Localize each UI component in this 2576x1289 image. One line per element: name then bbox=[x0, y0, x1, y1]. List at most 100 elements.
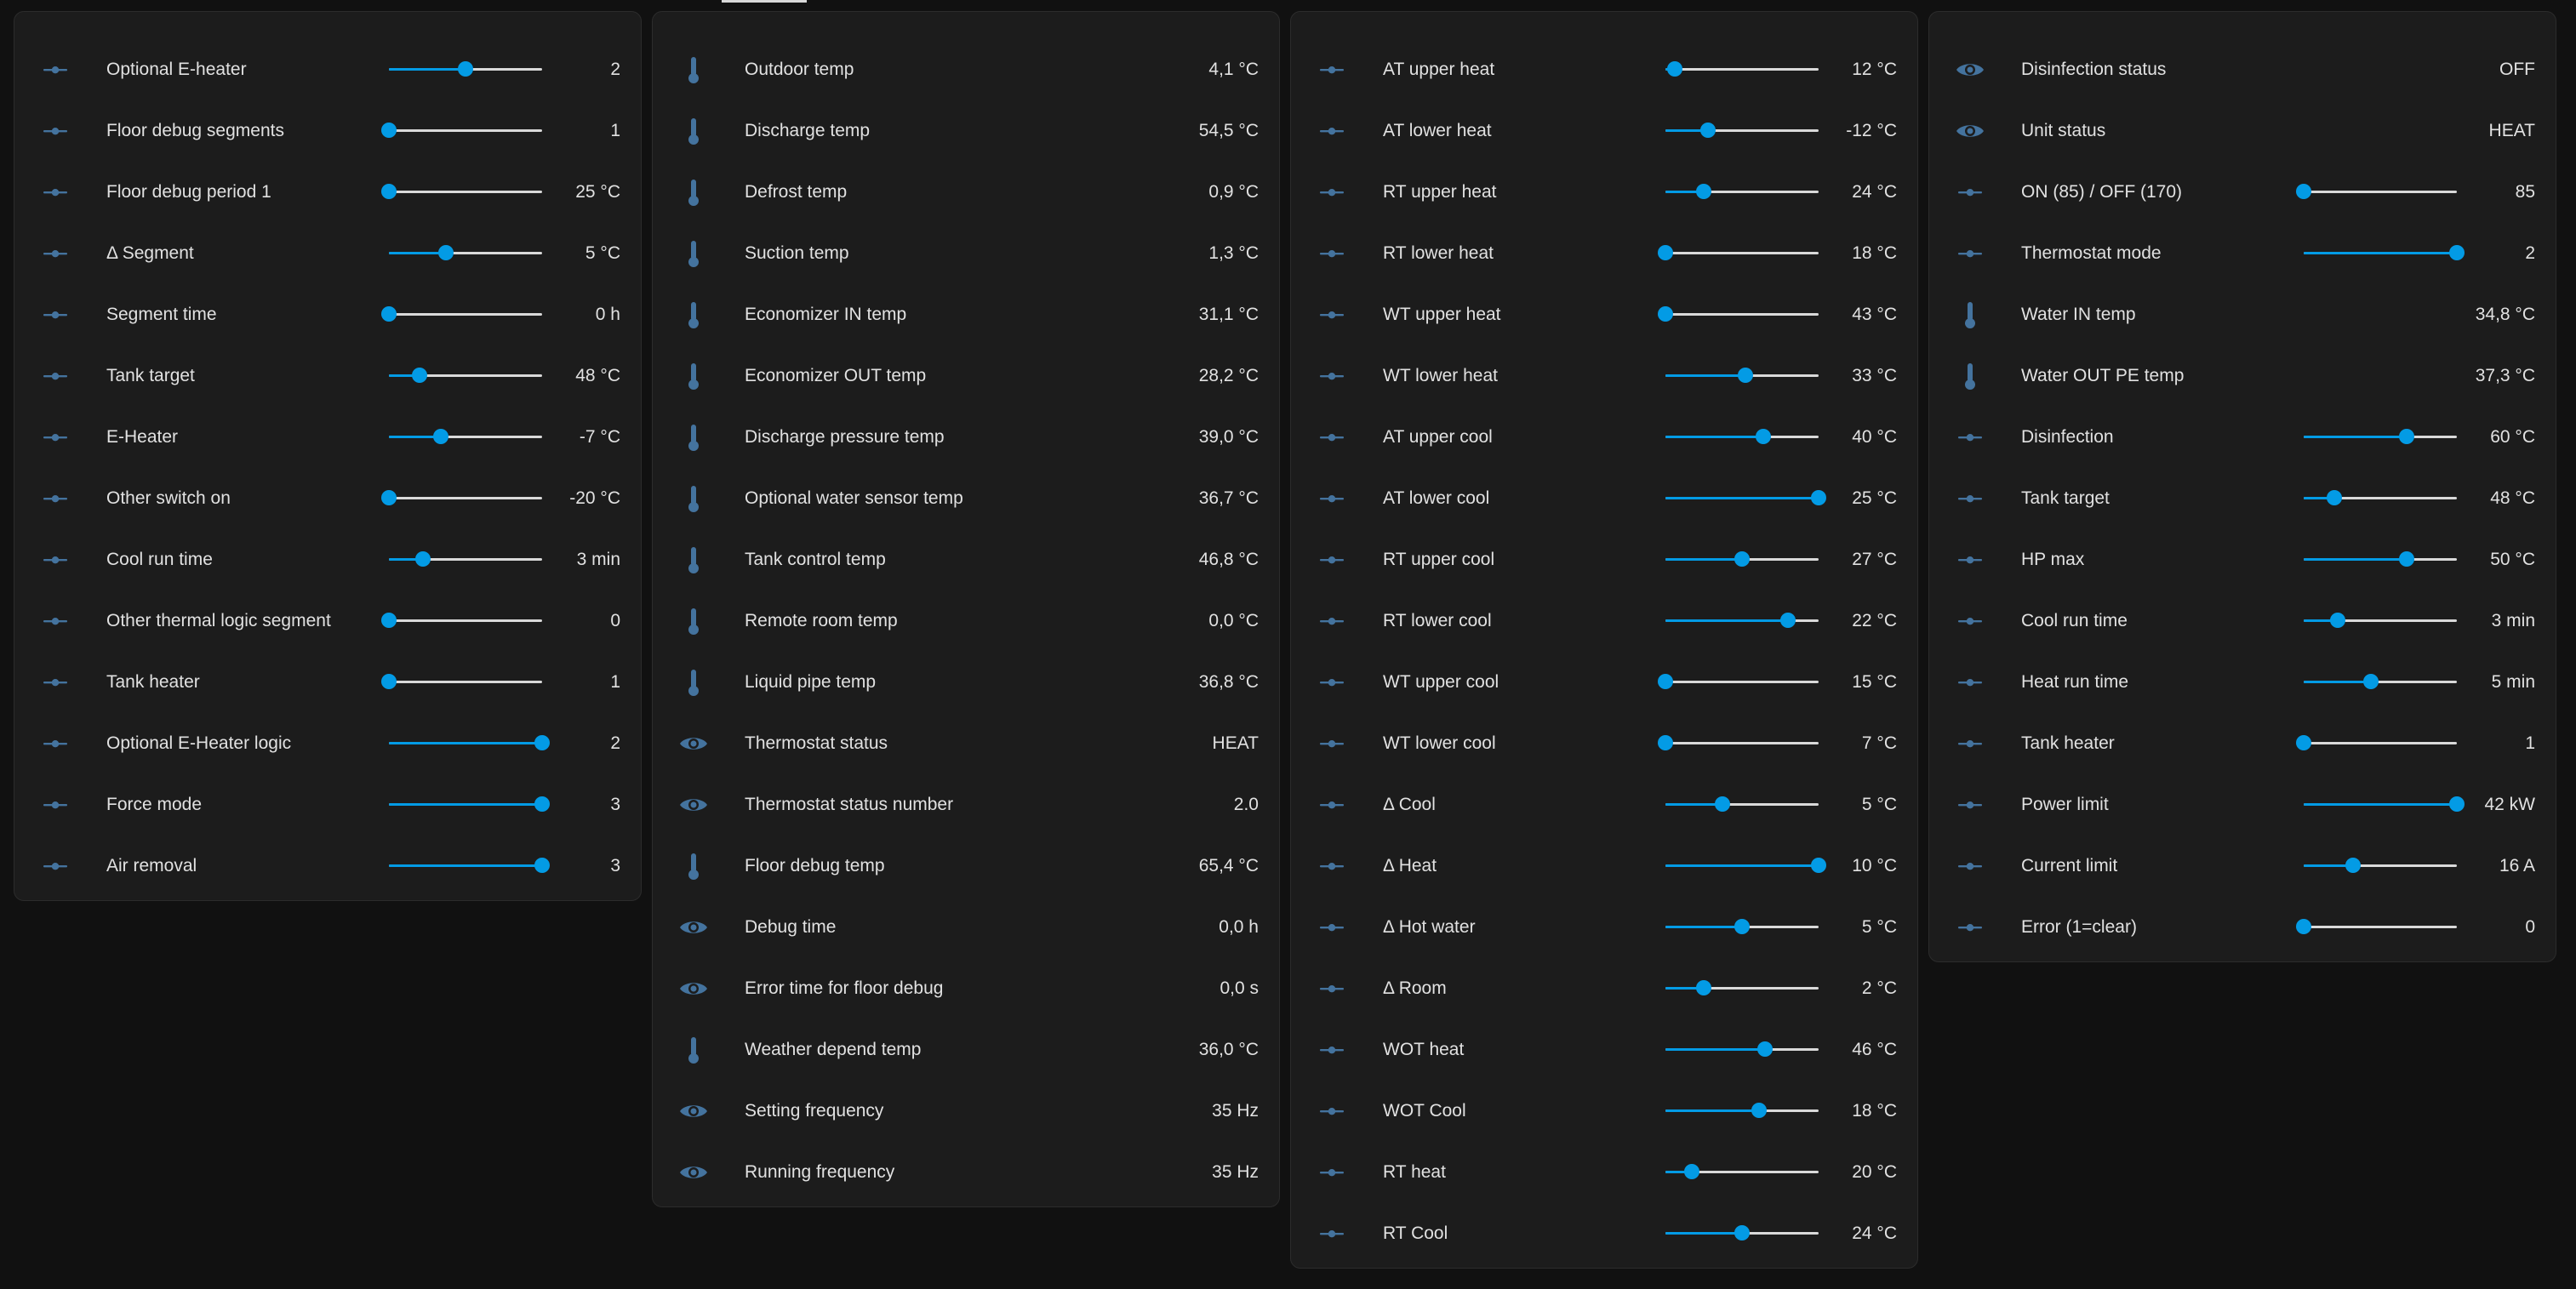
slider-thumb[interactable] bbox=[381, 613, 397, 628]
value-slider[interactable] bbox=[381, 184, 542, 199]
value-slider[interactable] bbox=[1658, 306, 1819, 322]
slider-thumb[interactable] bbox=[1666, 61, 1682, 77]
entity-row-air-removal[interactable]: Air removal 3 bbox=[14, 836, 641, 897]
slider-track[interactable] bbox=[1665, 987, 1819, 990]
slider-track[interactable] bbox=[389, 558, 542, 561]
value-slider[interactable] bbox=[1665, 1164, 1819, 1179]
entity-row-rt-lower-heat[interactable]: RT lower heat 18 °C bbox=[1291, 223, 1917, 284]
value-slider[interactable] bbox=[2304, 490, 2457, 505]
value-slider[interactable] bbox=[389, 368, 542, 383]
value-slider[interactable] bbox=[1665, 429, 1819, 444]
slider-thumb[interactable] bbox=[433, 429, 449, 444]
entity-row-optional-e-heater[interactable]: Optional E-heater 2 bbox=[14, 39, 641, 100]
entity-row-rt-cool[interactable]: RT Cool 24 °C bbox=[1291, 1203, 1917, 1264]
entity-row-other-switch-on[interactable]: Other switch on -20 °C bbox=[14, 468, 641, 529]
slider-thumb[interactable] bbox=[2296, 184, 2311, 199]
slider-thumb[interactable] bbox=[458, 61, 473, 77]
entity-row-at-upper-cool[interactable]: AT upper cool 40 °C bbox=[1291, 407, 1917, 468]
slider-thumb[interactable] bbox=[1696, 980, 1711, 995]
slider-thumb[interactable] bbox=[381, 490, 397, 505]
entity-row-segment[interactable]: Δ Segment 5 °C bbox=[14, 223, 641, 284]
entity-row-error-1-clear[interactable]: Error (1=clear) 0 bbox=[1929, 897, 2556, 958]
slider-thumb[interactable] bbox=[2449, 245, 2465, 260]
slider-thumb[interactable] bbox=[412, 368, 427, 383]
slider-thumb[interactable] bbox=[381, 674, 397, 689]
value-slider[interactable] bbox=[2296, 919, 2457, 934]
entity-row-tank-target[interactable]: Tank target 48 °C bbox=[14, 345, 641, 407]
value-slider[interactable] bbox=[2304, 796, 2465, 812]
slider-thumb[interactable] bbox=[2345, 858, 2361, 873]
value-slider[interactable] bbox=[1658, 674, 1819, 689]
slider-thumb[interactable] bbox=[1811, 858, 1826, 873]
entity-row-cool-run-time[interactable]: Cool run time 3 min bbox=[1929, 590, 2556, 652]
value-slider[interactable] bbox=[1658, 245, 1819, 260]
value-slider[interactable] bbox=[1665, 796, 1819, 812]
entity-row-floor-debug-temp[interactable]: Floor debug temp 65,4 °C bbox=[653, 836, 1279, 897]
entity-row-segment-time[interactable]: Segment time 0 h bbox=[14, 284, 641, 345]
slider-track[interactable] bbox=[389, 497, 542, 499]
slider-track[interactable] bbox=[389, 681, 542, 683]
entity-row-current-limit[interactable]: Current limit 16 A bbox=[1929, 836, 2556, 897]
slider-thumb[interactable] bbox=[381, 184, 397, 199]
value-slider[interactable] bbox=[2304, 674, 2457, 689]
slider-track[interactable] bbox=[2304, 497, 2457, 499]
slider-thumb[interactable] bbox=[2363, 674, 2379, 689]
entity-row-wot-heat[interactable]: WOT heat 46 °C bbox=[1291, 1019, 1917, 1081]
value-slider[interactable] bbox=[2304, 429, 2457, 444]
slider-thumb[interactable] bbox=[2398, 429, 2414, 444]
slider-track[interactable] bbox=[1665, 681, 1819, 683]
slider-thumb[interactable] bbox=[1658, 674, 1673, 689]
slider-thumb[interactable] bbox=[437, 245, 454, 260]
value-slider[interactable] bbox=[1665, 919, 1819, 934]
value-slider[interactable] bbox=[389, 429, 542, 444]
slider-thumb[interactable] bbox=[1734, 1225, 1750, 1241]
slider-thumb[interactable] bbox=[2296, 919, 2311, 934]
entity-row-heat-run-time[interactable]: Heat run time 5 min bbox=[1929, 652, 2556, 713]
slider-track[interactable] bbox=[1665, 252, 1819, 254]
slider-track[interactable] bbox=[389, 252, 542, 254]
entity-row-hp-max[interactable]: HP max 50 °C bbox=[1929, 529, 2556, 590]
entity-row-outdoor-temp[interactable]: Outdoor temp 4,1 °C bbox=[653, 39, 1279, 100]
entity-row-disinfection-status[interactable]: Disinfection status OFF bbox=[1929, 39, 2556, 100]
entity-row-tank-target[interactable]: Tank target 48 °C bbox=[1929, 468, 2556, 529]
slider-track[interactable] bbox=[1665, 191, 1819, 193]
value-slider[interactable] bbox=[1665, 613, 1819, 628]
slider-track[interactable] bbox=[1665, 1171, 1819, 1173]
entity-row-optional-water-sensor-temp[interactable]: Optional water sensor temp 36,7 °C bbox=[653, 468, 1279, 529]
value-slider[interactable] bbox=[389, 796, 550, 812]
value-slider[interactable] bbox=[381, 674, 542, 689]
slider-thumb[interactable] bbox=[1714, 796, 1730, 812]
slider-track[interactable] bbox=[2304, 191, 2457, 193]
slider-track[interactable] bbox=[1665, 313, 1819, 316]
value-slider[interactable] bbox=[381, 306, 542, 322]
entity-row-setting-frequency[interactable]: Setting frequency 35 Hz bbox=[653, 1081, 1279, 1142]
entity-row-floor-debug-period-1[interactable]: Floor debug period 1 25 °C bbox=[14, 162, 641, 223]
slider-thumb[interactable] bbox=[1658, 306, 1673, 322]
slider-thumb[interactable] bbox=[534, 735, 550, 750]
entity-row-water-in-temp[interactable]: Water IN temp 34,8 °C bbox=[1929, 284, 2556, 345]
value-slider[interactable] bbox=[1665, 184, 1819, 199]
entity-row-liquid-pipe-temp[interactable]: Liquid pipe temp 36,8 °C bbox=[653, 652, 1279, 713]
entity-row-cool-run-time[interactable]: Cool run time 3 min bbox=[14, 529, 641, 590]
value-slider[interactable] bbox=[389, 551, 542, 567]
entity-row-weather-depend-temp[interactable]: Weather depend temp 36,0 °C bbox=[653, 1019, 1279, 1081]
entity-row-disinfection[interactable]: Disinfection 60 °C bbox=[1929, 407, 2556, 468]
value-slider[interactable] bbox=[1665, 980, 1819, 995]
slider-thumb[interactable] bbox=[2449, 796, 2465, 812]
slider-thumb[interactable] bbox=[381, 123, 397, 138]
entity-row-water-out-pe-temp[interactable]: Water OUT PE temp 37,3 °C bbox=[1929, 345, 2556, 407]
value-slider[interactable] bbox=[2304, 858, 2457, 873]
slider-thumb[interactable] bbox=[1751, 1103, 1767, 1118]
value-slider[interactable] bbox=[1658, 735, 1819, 750]
slider-thumb[interactable] bbox=[1700, 123, 1716, 138]
entity-row-wot-cool[interactable]: WOT Cool 18 °C bbox=[1291, 1081, 1917, 1142]
slider-thumb[interactable] bbox=[1658, 245, 1673, 260]
entity-row-wt-upper-heat[interactable]: WT upper heat 43 °C bbox=[1291, 284, 1917, 345]
slider-track[interactable] bbox=[2304, 681, 2457, 683]
entity-row-floor-debug-segments[interactable]: Floor debug segments 1 bbox=[14, 100, 641, 162]
slider-thumb[interactable] bbox=[381, 306, 397, 322]
entity-row-remote-room-temp[interactable]: Remote room temp 0,0 °C bbox=[653, 590, 1279, 652]
slider-thumb[interactable] bbox=[1780, 613, 1796, 628]
value-slider[interactable] bbox=[381, 613, 542, 628]
entity-row-suction-temp[interactable]: Suction temp 1,3 °C bbox=[653, 223, 1279, 284]
